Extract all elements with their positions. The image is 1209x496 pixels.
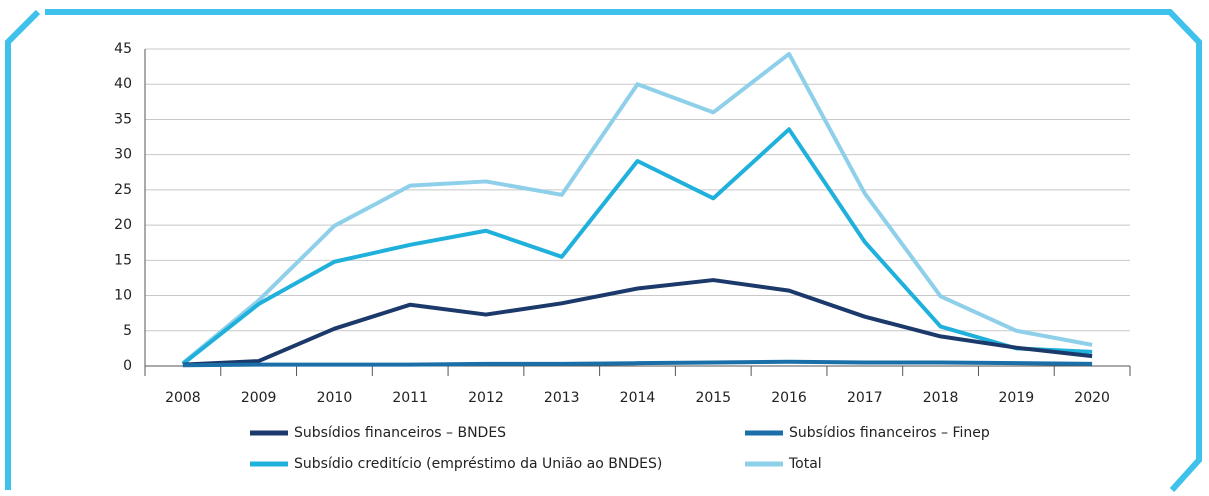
x-tick-label: 2014 bbox=[620, 390, 656, 406]
x-tick-label: 2008 bbox=[165, 390, 201, 406]
x-tick-label: 2020 bbox=[1074, 390, 1110, 406]
legend-label: Subsídios financeiros – Finep bbox=[789, 425, 990, 441]
legend-label: Subsídio creditício (empréstimo da União… bbox=[294, 456, 662, 472]
x-tick-label: 2017 bbox=[847, 390, 883, 406]
x-tick-label: 2018 bbox=[923, 390, 959, 406]
y-tick-label: 25 bbox=[114, 182, 132, 198]
y-tick-label: 5 bbox=[123, 323, 132, 339]
y-tick-label: 20 bbox=[114, 217, 132, 233]
series-line bbox=[181, 51, 1093, 365]
legend-label: Subsídios financeiros – BNDES bbox=[294, 425, 506, 441]
series-line bbox=[182, 359, 1093, 368]
legend-label: Total bbox=[788, 456, 822, 472]
x-tick-label: 2019 bbox=[999, 390, 1035, 406]
y-tick-label: 45 bbox=[114, 41, 132, 57]
x-tick-label: 2013 bbox=[544, 390, 580, 406]
series-line bbox=[181, 127, 1093, 366]
y-tick-label: 35 bbox=[114, 111, 132, 127]
y-tick-label: 10 bbox=[114, 288, 132, 304]
x-tick-label: 2010 bbox=[317, 390, 353, 406]
frame bbox=[5, 9, 1202, 493]
y-tick-label: 0 bbox=[123, 358, 132, 374]
y-tick-label: 40 bbox=[114, 76, 132, 92]
y-tick-label: 30 bbox=[114, 147, 132, 163]
x-tick-label: 2015 bbox=[695, 390, 731, 406]
x-tick-label: 2011 bbox=[392, 390, 428, 406]
x-tick-label: 2016 bbox=[771, 390, 807, 406]
x-tick-label: 2009 bbox=[241, 390, 277, 406]
x-tick-label: 2012 bbox=[468, 390, 504, 406]
series-line bbox=[182, 278, 1093, 367]
y-tick-label: 15 bbox=[114, 252, 132, 268]
